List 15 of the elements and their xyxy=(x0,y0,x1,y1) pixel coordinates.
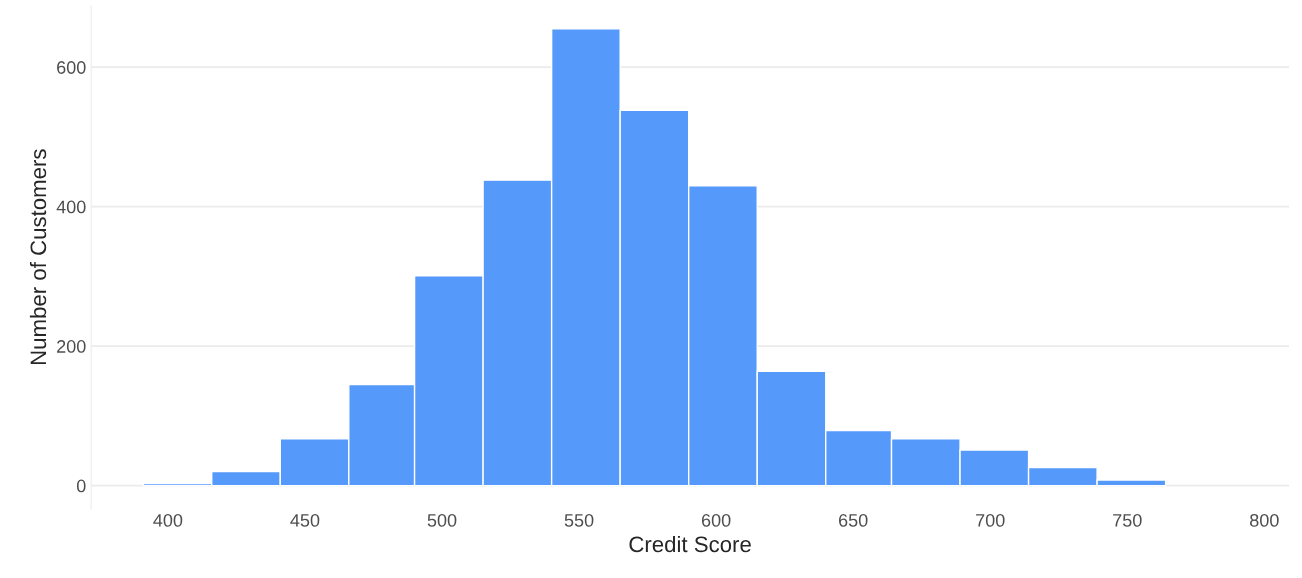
y-tick-label: 600 xyxy=(57,61,86,74)
x-tick-label: 800 xyxy=(1250,513,1279,527)
x-tick-label: 500 xyxy=(427,513,457,527)
y-tick-label: 200 xyxy=(57,340,86,353)
x-tick-label: 600 xyxy=(701,513,731,527)
x-tick-label: 700 xyxy=(976,513,1005,527)
x-axis-title: Credit Score xyxy=(629,535,751,553)
x-tick-label: 550 xyxy=(564,513,594,527)
x-tick-label: 750 xyxy=(1113,513,1142,527)
y-axis-title: Number of Customers xyxy=(29,149,47,365)
y-tick-label: 0 xyxy=(76,479,86,493)
x-tick-label: 450 xyxy=(290,513,320,527)
y-tick-label: 400 xyxy=(56,200,86,214)
x-tick-label: 650 xyxy=(839,513,868,527)
x-tick-label: 400 xyxy=(153,513,183,527)
